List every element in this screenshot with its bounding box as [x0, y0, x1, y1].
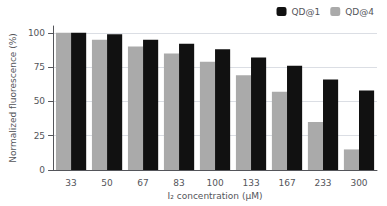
svg-text:83: 83 [173, 178, 184, 188]
svg-text:300: 300 [350, 178, 367, 188]
svg-text:I₂ concentration (μM): I₂ concentration (μM) [168, 191, 263, 201]
svg-text:QD@4: QD@4 [345, 7, 374, 17]
svg-text:133: 133 [242, 178, 259, 188]
svg-text:0: 0 [39, 165, 45, 175]
svg-text:100: 100 [28, 28, 45, 38]
svg-text:67: 67 [137, 178, 148, 188]
svg-text:233: 233 [314, 178, 331, 188]
svg-text:25: 25 [34, 131, 45, 141]
svg-text:100: 100 [206, 178, 223, 188]
svg-text:33: 33 [65, 178, 76, 188]
svg-text:QD@1: QD@1 [292, 7, 321, 17]
svg-text:167: 167 [278, 178, 295, 188]
svg-text:75: 75 [34, 62, 45, 72]
svg-text:50: 50 [34, 96, 46, 106]
svg-text:Normalized fluorescence (%): Normalized fluorescence (%) [8, 33, 18, 163]
svg-text:50: 50 [101, 178, 113, 188]
